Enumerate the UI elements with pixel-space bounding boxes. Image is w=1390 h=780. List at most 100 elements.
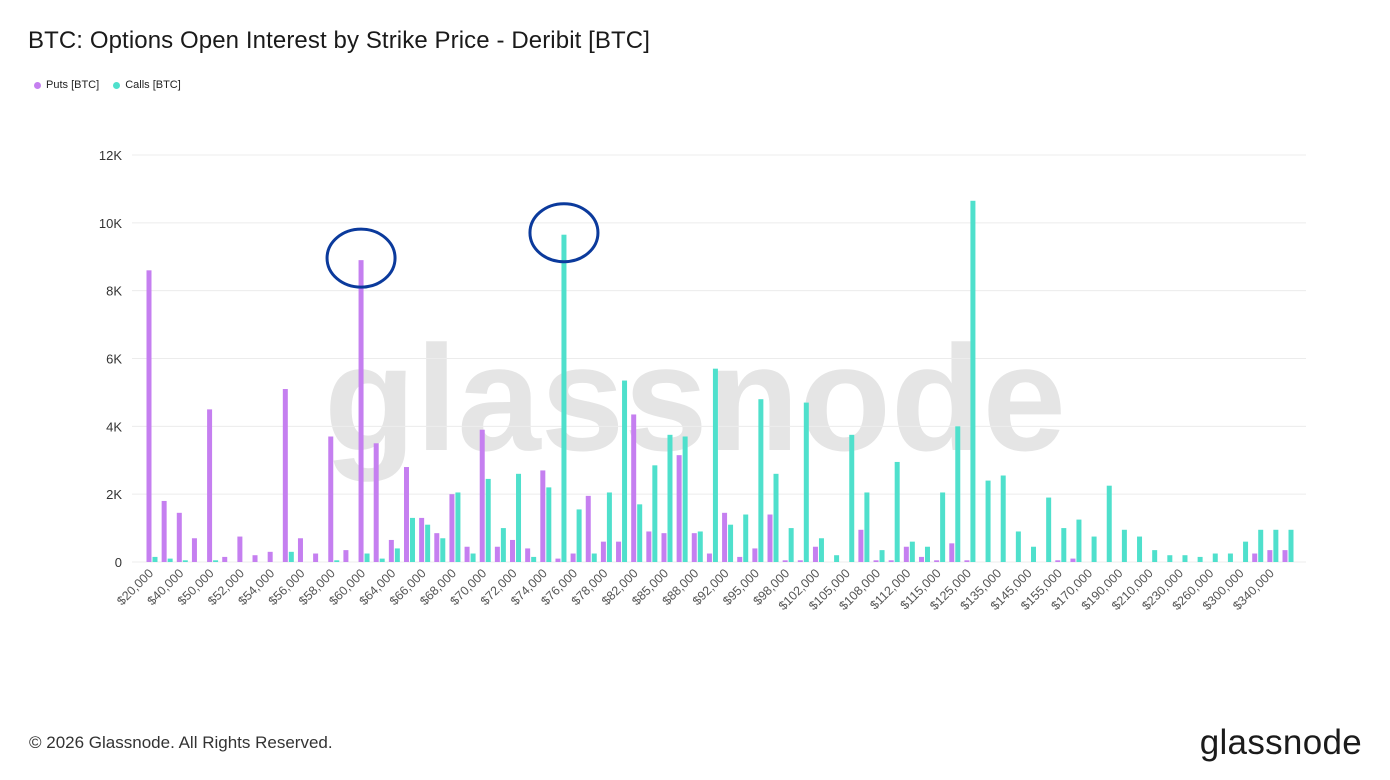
bar-put xyxy=(525,548,531,562)
bar-put xyxy=(191,538,197,562)
y-tick-label: 4K xyxy=(106,419,122,434)
bar-put xyxy=(888,560,894,562)
legend-item-puts[interactable]: Puts [BTC] xyxy=(34,79,99,91)
calls-legend-label: Calls [BTC] xyxy=(125,79,181,91)
bar-call xyxy=(940,492,946,562)
bar-call xyxy=(425,524,431,562)
bar-put xyxy=(616,541,622,562)
bar-call xyxy=(455,492,461,562)
bar-call xyxy=(546,487,552,562)
bar-call xyxy=(652,465,658,562)
bar-put xyxy=(752,548,758,562)
bar-call xyxy=(606,492,612,562)
bar-put xyxy=(767,514,773,562)
bar-call xyxy=(561,234,567,562)
bar-call xyxy=(334,560,340,562)
bar-call xyxy=(712,368,718,562)
bar-call xyxy=(394,548,400,562)
bar-call xyxy=(1031,546,1037,562)
bar-put xyxy=(403,467,409,562)
bar-call xyxy=(516,473,522,562)
bar-put xyxy=(510,539,516,562)
bar-put xyxy=(1070,558,1076,562)
bar-call xyxy=(531,556,537,562)
bar-call xyxy=(1273,529,1279,562)
bar-put xyxy=(434,533,440,562)
bar-call xyxy=(379,558,385,562)
bar-put xyxy=(1282,550,1288,562)
bar-put xyxy=(464,546,470,562)
bar-put xyxy=(161,500,167,562)
bar-put xyxy=(691,533,697,562)
bar-put xyxy=(419,517,425,562)
bar-put xyxy=(600,541,606,562)
bar-put xyxy=(540,470,546,562)
bar-put xyxy=(388,539,394,562)
bar-call xyxy=(182,560,188,562)
bar-call xyxy=(1243,541,1249,562)
bar-call xyxy=(834,555,840,562)
bar-put xyxy=(737,556,743,562)
bar-call xyxy=(894,461,900,562)
bar-call xyxy=(1288,529,1294,562)
legend-item-calls[interactable]: Calls [BTC] xyxy=(113,79,181,91)
bar-call xyxy=(743,514,749,562)
y-tick-label: 6K xyxy=(106,352,122,367)
bar-put xyxy=(873,560,879,562)
bar-call xyxy=(167,558,173,562)
bar-put xyxy=(722,512,728,562)
y-tick-label: 10K xyxy=(99,216,122,231)
bar-put xyxy=(570,553,576,562)
bar-call xyxy=(667,434,673,562)
bar-put xyxy=(237,536,243,562)
bar-put xyxy=(358,260,364,562)
bar-put xyxy=(328,436,334,562)
bar-put xyxy=(812,546,818,562)
puts-legend-dot xyxy=(34,81,41,89)
bar-call xyxy=(1046,497,1052,562)
copyright-footer: © 2026 Glassnode. All Rights Reserved. xyxy=(29,733,333,752)
bar-call xyxy=(409,517,415,562)
bar-call xyxy=(1091,536,1097,562)
bar-call xyxy=(758,399,764,562)
bar-call xyxy=(1076,519,1082,562)
bar-call xyxy=(1258,529,1264,562)
bar-put xyxy=(555,558,561,562)
bar-call xyxy=(864,492,870,562)
y-tick-label: 12K xyxy=(99,148,122,163)
bar-put xyxy=(964,560,970,562)
bar-call xyxy=(1212,553,1218,562)
watermark-text: glassnode xyxy=(324,314,1066,482)
bar-put xyxy=(252,555,258,562)
bar-call xyxy=(364,553,370,562)
bar-put xyxy=(661,533,667,562)
chart-legend: Puts [BTC] Calls [BTC] xyxy=(34,79,181,91)
bar-call xyxy=(1152,550,1158,562)
bar-call xyxy=(879,550,885,562)
bar-call xyxy=(288,551,294,562)
chart-title: BTC: Options Open Interest by Strike Pri… xyxy=(28,27,650,54)
bar-put xyxy=(949,543,955,562)
bar-call xyxy=(728,524,734,562)
bar-call xyxy=(1227,553,1233,562)
bar-put xyxy=(222,556,228,562)
bar-put xyxy=(282,389,288,562)
annotation-circle xyxy=(325,227,397,289)
bar-call xyxy=(818,538,824,562)
bar-put xyxy=(646,531,652,562)
bar-put xyxy=(858,529,864,562)
bar-call xyxy=(440,538,446,562)
bar-call xyxy=(470,553,476,562)
bar-put xyxy=(297,538,303,562)
bar-put xyxy=(176,512,182,562)
y-tick-label: 0 xyxy=(115,555,122,570)
bar-put xyxy=(706,553,712,562)
bar-call xyxy=(213,560,219,562)
bar-call xyxy=(970,200,976,562)
calls-legend-dot xyxy=(113,81,121,89)
bar-call xyxy=(697,531,703,562)
bar-call xyxy=(637,504,643,562)
bar-put xyxy=(782,560,788,562)
annotation-circle xyxy=(528,202,600,264)
bar-call xyxy=(1182,555,1188,562)
